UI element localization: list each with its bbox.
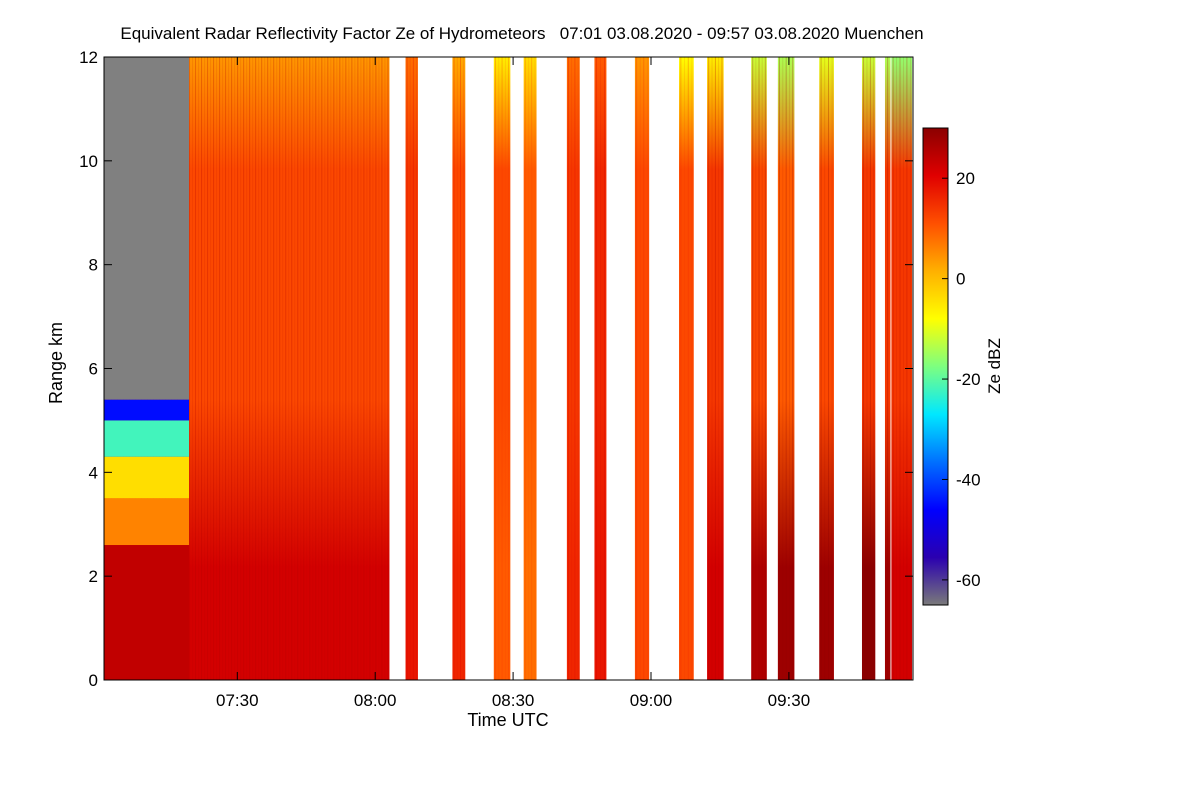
cloud-layer [104,498,190,546]
x-tick-label: 09:00 [630,691,673,710]
data-segment [679,57,694,680]
data-segment [819,57,834,680]
data-segment [452,57,466,680]
data-segment [891,57,913,680]
colorbar-tick-label: 0 [956,270,965,289]
y-axis-label: Range km [46,322,66,404]
data-segment [493,57,511,680]
x-tick-label: 08:30 [492,691,535,710]
colorbar-tick-label: 20 [956,169,975,188]
data-segment [707,57,724,680]
cloud-layer [104,420,190,457]
x-axis-label: Time UTC [467,710,548,730]
data-segment [884,57,891,680]
cloud-layer [104,545,190,680]
no-signal-region [104,57,190,400]
data-segment [523,57,537,680]
data-segment [405,57,418,680]
colorbar-tick-label: -40 [956,470,981,489]
data-segment [777,57,795,680]
data-segment [634,57,650,680]
chart-title: Equivalent Radar Reflectivity Factor Ze … [120,24,923,43]
y-tick-label: 6 [89,360,98,379]
y-tick-label: 4 [89,463,98,482]
y-tick-label: 12 [79,48,98,67]
colorbar-label: Ze dBZ [985,338,1004,394]
data-segment [594,57,607,680]
colorbar-tick-label: -60 [956,571,981,590]
cloud-layer [104,456,190,499]
x-axis: 07:30 08:00 08:30 09:00 09:30 [216,57,810,710]
y-tick-label: 2 [89,567,98,586]
x-tick-label: 07:30 [216,691,259,710]
x-tick-label: 08:00 [354,691,397,710]
colorbar-tick-label: -20 [956,370,981,389]
colorbar-ticks: 20 0 -20 -40 -60 [942,169,981,590]
colorbar: 20 0 -20 -40 -60 Ze dBZ [922,127,1004,606]
x-tick-label: 09:30 [768,691,811,710]
y-tick-label: 8 [89,256,98,275]
y-tick-label: 10 [79,152,98,171]
colorbar-gradient [922,127,949,606]
data-segment [751,57,767,680]
data-segment [566,57,580,680]
plot-area [104,57,913,680]
y-tick-label: 0 [89,671,98,690]
y-axis: 0 2 4 6 8 10 12 [79,48,913,690]
cloud-layer [104,399,190,421]
data-segment [861,57,876,680]
